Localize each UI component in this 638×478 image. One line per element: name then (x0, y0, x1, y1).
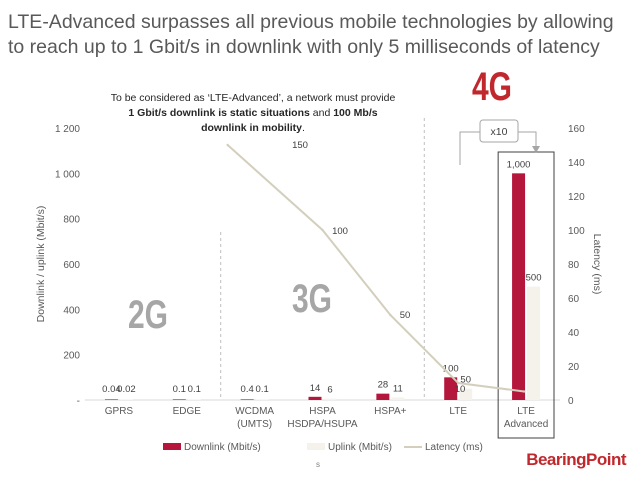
data-label-downlink: 28 (378, 380, 389, 391)
latency-point (457, 381, 460, 385)
bar-downlink (172, 399, 186, 400)
bar-uplink (187, 399, 201, 400)
bar-uplink (119, 399, 133, 400)
data-label-downlink: 0.1 (173, 384, 186, 395)
annotation-line-3: downlink in mobility. (201, 122, 305, 134)
y-axis-label: Downlink / uplink (Mbit/s) (35, 206, 47, 323)
bar-uplink (391, 397, 405, 400)
y-tick-label: 1 000 (55, 169, 80, 180)
data-label-uplink: 11 (393, 384, 403, 395)
x10-connector (518, 131, 537, 150)
bar-downlink (512, 173, 526, 400)
x-tick-label: HSPA (309, 406, 336, 417)
label-3g: 3G (292, 277, 332, 321)
y-tick-label: 1 200 (55, 124, 80, 135)
y2-tick-label: 100 (568, 226, 585, 237)
annotation-line-2: 1 Gbit/s downlink is static situations a… (128, 107, 377, 119)
x-tick-label: GPRS (105, 406, 134, 417)
bar-downlink (444, 377, 458, 400)
bar-uplink (527, 286, 541, 400)
x-tick-label: (UMTS) (237, 419, 272, 430)
y2-tick-label: 40 (568, 328, 580, 339)
data-label-uplink: 50 (460, 375, 471, 386)
x-tick-label: Advanced (504, 419, 548, 430)
data-label-downlink: 1,000 (507, 159, 531, 170)
x10-connector (459, 131, 480, 165)
data-label-downlink: 0.4 (241, 384, 254, 395)
x10-arrowhead (532, 146, 540, 153)
y2-tick-label: 140 (568, 158, 585, 169)
label-4g: 4G (472, 65, 512, 109)
y-tick-label: 600 (63, 260, 80, 271)
data-label-uplink: 6 (327, 385, 332, 396)
x10-badge (479, 119, 519, 143)
data-label-uplink: 0.02 (117, 384, 136, 395)
latency-point (522, 390, 526, 393)
y-tick-label: 200 (63, 351, 80, 362)
latency-line (226, 144, 525, 393)
x-tick-label: LTE (517, 406, 535, 417)
data-label-uplink: 0.1 (256, 384, 269, 395)
y-tick-label: - (77, 396, 80, 407)
y-tick-label: 400 (63, 305, 80, 316)
data-label-downlink: 14 (310, 383, 321, 394)
x-tick-label: HSDPA/HSUPA (287, 419, 358, 430)
x-tick-label: EDGE (173, 406, 202, 417)
legend-swatch-downlink (163, 443, 181, 450)
x-tick-label: HSPA+ (374, 406, 406, 417)
y2-tick-label: 0 (568, 396, 574, 407)
footer-mark: s (316, 460, 320, 469)
legend-label-latency: Latency (ms) (425, 442, 483, 453)
label-2g: 2G (128, 293, 168, 337)
x10-label: x10 (491, 126, 508, 138)
y2-axis-label: Latency (ms) (591, 234, 603, 295)
lte-advanced-highlight-box (497, 151, 555, 439)
data-label-downlink: 0.04 (102, 384, 121, 395)
bar-downlink (240, 399, 254, 400)
latency-point (226, 143, 229, 147)
legend-swatch-uplink (307, 443, 325, 450)
y2-tick-label: 80 (568, 260, 580, 271)
y-tick-label: 800 (63, 215, 80, 226)
bearingpoint-logo: BearingPoint (526, 450, 626, 469)
data-label-uplink: 500 (526, 273, 542, 284)
data-label-latency: 50 (400, 310, 411, 321)
data-label-latency: 100 (332, 226, 348, 237)
page-title: LTE-Advanced surpasses all previous mobi… (8, 11, 614, 58)
bar-uplink (323, 398, 337, 400)
data-label-uplink: 0.1 (188, 384, 201, 395)
latency-point (321, 228, 324, 232)
x-tick-label: LTE (449, 406, 467, 417)
annotation-line-1: To be considered as ‘LTE-Advanced’, a ne… (111, 92, 396, 104)
bar-downlink (104, 399, 118, 400)
y2-tick-label: 120 (568, 192, 585, 203)
legend-label-uplink: Uplink (Mbit/s) (328, 442, 392, 453)
bar-downlink (308, 396, 322, 400)
data-label-latency: 150 (292, 140, 308, 151)
data-label-latency: 10 (455, 384, 466, 395)
y2-tick-label: 20 (568, 362, 580, 373)
y2-tick-label: 60 (568, 294, 580, 305)
bar-uplink (255, 399, 269, 400)
y2-tick-label: 160 (568, 124, 585, 135)
bar-downlink (376, 393, 390, 400)
latency-point (389, 313, 392, 317)
x-tick-label: WCDMA (235, 406, 274, 417)
bar-uplink (459, 388, 473, 400)
data-label-downlink: 100 (443, 363, 459, 374)
legend-label-downlink: Downlink (Mbit/s) (184, 442, 261, 453)
